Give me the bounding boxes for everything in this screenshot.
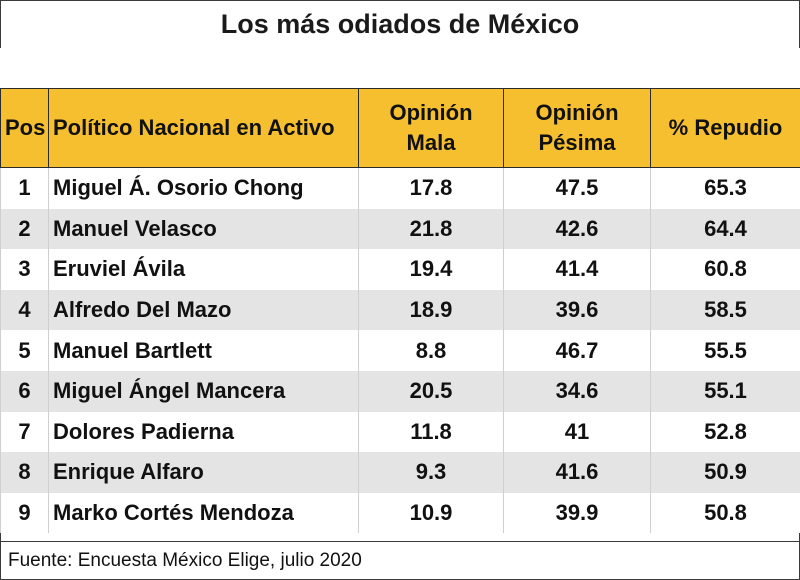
source-note: Fuente: Encuesta México Elige, julio 202… — [0, 541, 800, 578]
cell-pos: 4 — [0, 289, 49, 331]
cell-name: Eruviel Ávila — [48, 249, 359, 290]
cell-repudio: 60.8 — [650, 249, 800, 290]
cell-pos: 8 — [0, 452, 49, 493]
cell-name: Manuel Velasco — [48, 208, 359, 250]
cell-name: Miguel Ángel Mancera — [48, 370, 359, 412]
cell-name: Dolores Padierna — [48, 411, 359, 453]
table-row: 1 Miguel Á. Osorio Chong 17.8 47.5 65.3 — [0, 167, 800, 209]
cell-name: Manuel Bartlett — [48, 330, 359, 371]
cell-repudio: 58.5 — [650, 289, 800, 331]
cell-repudio: 55.1 — [650, 370, 800, 412]
cell-pesima: 42.6 — [503, 208, 651, 250]
cell-mala: 19.4 — [358, 249, 504, 290]
cell-pos: 7 — [0, 411, 49, 453]
cell-pos: 3 — [0, 249, 49, 290]
cell-pesima: 41.6 — [503, 452, 651, 493]
cell-repudio: 50.8 — [650, 492, 800, 534]
table-row: 6 Miguel Ángel Mancera 20.5 34.6 55.1 — [0, 370, 800, 412]
cell-mala: 20.5 — [358, 370, 504, 412]
cell-name: Miguel Á. Osorio Chong — [48, 167, 359, 209]
header-opinion-mala: Opinión Mala — [358, 88, 504, 168]
cell-pos: 9 — [0, 492, 49, 534]
table-row: 3 Eruviel Ávila 19.4 41.4 60.8 — [0, 249, 800, 290]
cell-pesima: 39.9 — [503, 492, 651, 534]
cell-pos: 5 — [0, 330, 49, 371]
table-row: 4 Alfredo Del Mazo 18.9 39.6 58.5 — [0, 289, 800, 331]
cell-mala: 8.8 — [358, 330, 504, 371]
table-row: 2 Manuel Velasco 21.8 42.6 64.4 — [0, 208, 800, 250]
cell-pesima: 41.4 — [503, 249, 651, 290]
cell-name: Alfredo Del Mazo — [48, 289, 359, 331]
header-opinion-pesima: Opinión Pésima — [503, 88, 651, 168]
cell-mala: 21.8 — [358, 208, 504, 250]
cell-name: Enrique Alfaro — [48, 452, 359, 493]
cell-pos: 2 — [0, 208, 49, 250]
cell-mala: 9.3 — [358, 452, 504, 493]
cell-repudio: 50.9 — [650, 452, 800, 493]
table-row: 5 Manuel Bartlett 8.8 46.7 55.5 — [0, 330, 800, 371]
title-spacer — [0, 48, 800, 88]
cell-pesima: 41 — [503, 411, 651, 453]
cell-mala: 18.9 — [358, 289, 504, 331]
page-title: Los más odiados de México — [220, 9, 580, 39]
cell-repudio: 52.8 — [650, 411, 800, 453]
cell-repudio: 64.4 — [650, 208, 800, 250]
table-header-row: Pos Político Nacional en Activo Opinión … — [0, 88, 800, 168]
table-row: 8 Enrique Alfaro 9.3 41.6 50.9 — [0, 452, 800, 493]
table-row: 7 Dolores Padierna 11.8 41 52.8 — [0, 411, 800, 453]
cell-pos: 1 — [0, 167, 49, 209]
cell-pos: 6 — [0, 370, 49, 412]
cell-pesima: 47.5 — [503, 167, 651, 209]
cell-mala: 17.8 — [358, 167, 504, 209]
ranking-table: Pos Político Nacional en Activo Opinión … — [0, 88, 800, 534]
header-repudio: % Repudio — [650, 88, 800, 168]
cell-name: Marko Cortés Mendoza — [48, 492, 359, 534]
cell-repudio: 55.5 — [650, 330, 800, 371]
cell-mala: 11.8 — [358, 411, 504, 453]
header-politico: Político Nacional en Activo — [48, 88, 359, 168]
cell-pesima: 39.6 — [503, 289, 651, 331]
table-row: 9 Marko Cortés Mendoza 10.9 39.9 50.8 — [0, 492, 800, 534]
cell-repudio: 65.3 — [650, 167, 800, 209]
cell-mala: 10.9 — [358, 492, 504, 534]
cell-pesima: 46.7 — [503, 330, 651, 371]
header-pos: Pos — [0, 88, 49, 168]
cell-pesima: 34.6 — [503, 370, 651, 412]
